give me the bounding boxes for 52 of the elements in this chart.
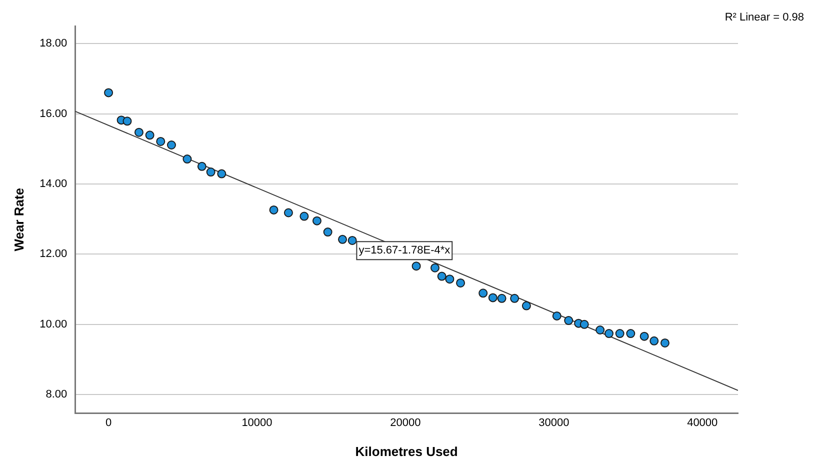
point: [604, 329, 614, 338]
x-tick-label: 0: [105, 416, 112, 429]
point: [430, 263, 440, 272]
point: [412, 262, 421, 271]
point: [497, 294, 506, 303]
point: [596, 326, 605, 335]
x-tick-label: 20000: [390, 416, 421, 429]
point: [456, 278, 466, 288]
point: [156, 136, 166, 146]
point: [564, 316, 574, 326]
point: [640, 332, 649, 341]
point: [300, 212, 309, 221]
point: [650, 336, 659, 346]
point: [488, 293, 498, 302]
point: [166, 140, 176, 150]
point: [478, 288, 488, 298]
x-tick-label: 10000: [242, 416, 272, 429]
point: [445, 274, 454, 284]
point: [197, 162, 206, 171]
text: R² Linear = 0.98: [724, 12, 804, 24]
y-tick-label: 8.00: [46, 388, 68, 401]
point: [580, 320, 589, 329]
point: [348, 236, 357, 245]
point: [134, 128, 144, 137]
point: [182, 154, 192, 164]
point: [323, 228, 332, 237]
point: [510, 294, 520, 303]
annotation: y=15.67-1.78E-4*x: [358, 244, 451, 257]
point: [206, 168, 216, 177]
point: [437, 272, 446, 281]
point: [338, 234, 348, 244]
y-tick-label: 16.00: [40, 108, 68, 120]
point: [660, 338, 670, 348]
point: [522, 301, 531, 310]
point: [122, 116, 132, 126]
y-tick-label: 12.00: [40, 248, 68, 260]
point: [284, 208, 293, 218]
y-tick-label: 14.00: [40, 178, 68, 190]
y-tick-label: 18.00: [40, 38, 68, 50]
x-tick-label: 30000: [538, 416, 570, 429]
y-axis-title: Wear Rate: [11, 188, 26, 252]
x-tick-label: 40000: [687, 416, 718, 429]
point: [269, 205, 278, 214]
point: [312, 216, 322, 226]
point: [104, 88, 114, 98]
point: [615, 329, 624, 338]
point: [145, 130, 154, 140]
y-tick-label: 10.00: [40, 318, 68, 330]
x-axis-title: Kilometres Used: [355, 444, 458, 459]
point: [217, 169, 226, 178]
point: [626, 329, 636, 338]
point: [552, 311, 562, 320]
